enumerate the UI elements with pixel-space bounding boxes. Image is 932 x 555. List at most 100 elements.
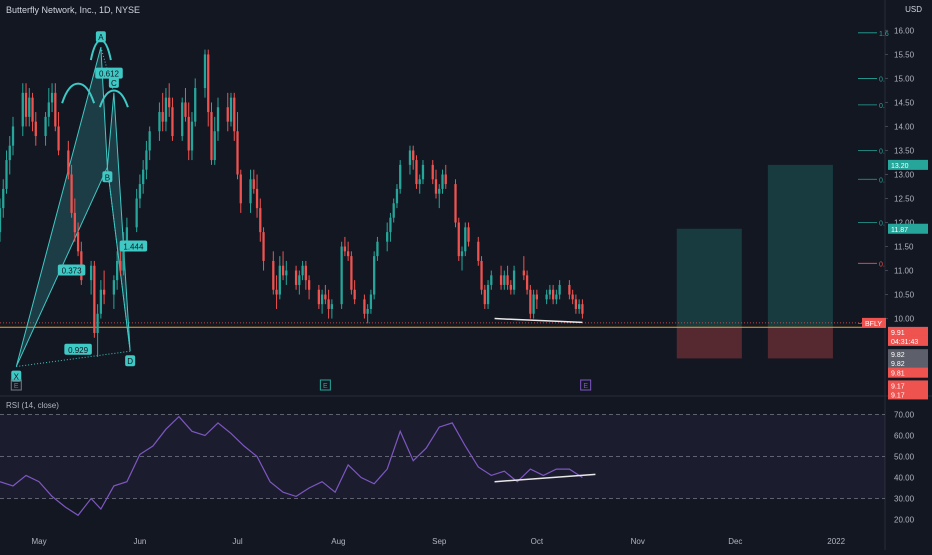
candle-body xyxy=(285,270,288,276)
rsi-indicator-label[interactable]: RSI (14, close) xyxy=(6,401,59,410)
candle-body xyxy=(57,126,60,151)
price-tick-label: 11.50 xyxy=(894,243,914,252)
price-tick-label: 10.00 xyxy=(894,315,915,324)
price-tick-label: 13.50 xyxy=(894,146,915,155)
candle-body xyxy=(135,198,138,228)
candle-body xyxy=(73,212,76,233)
price-label-box xyxy=(888,223,928,234)
candle-body xyxy=(330,304,334,309)
candle-body xyxy=(503,275,506,285)
rsi-tick-label: 30.00 xyxy=(894,495,915,504)
pattern-label-box xyxy=(102,171,113,183)
price-tick-label: 16.00 xyxy=(894,26,915,35)
candle-body xyxy=(239,174,242,204)
candle-body xyxy=(545,294,548,300)
price-support-trendline xyxy=(494,317,583,324)
candle-body xyxy=(522,270,525,276)
candle-body xyxy=(568,284,571,295)
x-tick-label: Nov xyxy=(631,537,645,546)
candle-body xyxy=(340,246,343,305)
candle-body xyxy=(483,289,486,305)
candle-body xyxy=(96,313,99,333)
candle-body xyxy=(480,260,483,290)
candle-body xyxy=(307,280,311,290)
rsi-tick-label: 40.00 xyxy=(894,474,915,483)
candle-body xyxy=(210,112,213,161)
rsi-line xyxy=(0,415,583,517)
candle-body xyxy=(399,164,402,189)
x-tick-label: Jun xyxy=(133,537,146,546)
candle-body xyxy=(181,102,184,137)
candle-body xyxy=(2,188,5,209)
pattern-label: 0.373 xyxy=(62,267,83,276)
price-tick-label: 13.00 xyxy=(894,170,915,179)
candle-body xyxy=(213,131,216,161)
pattern-label-box xyxy=(119,240,148,252)
earnings-marker xyxy=(10,379,22,391)
pattern-label-box xyxy=(11,370,22,382)
candle-body xyxy=(441,174,444,189)
candle-body xyxy=(148,131,151,151)
candle-body xyxy=(190,121,194,151)
candle-body xyxy=(34,121,37,137)
fib-level-label: 1.6 xyxy=(879,31,889,38)
price-label-text: 9.82 xyxy=(891,352,905,359)
position-stop-zone xyxy=(767,327,833,359)
price-tick-label: 11.00 xyxy=(894,267,914,276)
candle-body xyxy=(512,270,516,290)
position-target-zone xyxy=(767,164,833,328)
rsi-tick-label: 70.00 xyxy=(894,411,915,420)
candle-body xyxy=(54,92,57,127)
candle-body xyxy=(255,188,259,209)
price-tick-label: 14.00 xyxy=(894,122,915,131)
candle-body xyxy=(347,251,350,257)
candle-body xyxy=(317,289,320,305)
x-tick-label: 2022 xyxy=(827,537,845,546)
candle-body xyxy=(578,304,581,309)
candle-body xyxy=(281,265,285,276)
candle-body xyxy=(324,294,327,300)
candle-body xyxy=(67,150,70,175)
candle-body xyxy=(343,246,347,252)
x-tick-label: Oct xyxy=(531,537,544,546)
x-tick-label: Jul xyxy=(232,537,242,546)
candle-body xyxy=(194,88,197,122)
pattern-label: 1.444 xyxy=(123,243,144,252)
candle-body xyxy=(262,232,265,261)
candle-body xyxy=(444,174,447,185)
symbol-title[interactable]: Butterfly Network, Inc., 1D, NYSE xyxy=(6,5,141,15)
price-label-box xyxy=(862,317,886,328)
price-tick-label: 12.00 xyxy=(894,219,915,228)
candle-body xyxy=(161,112,164,122)
candle-body xyxy=(415,160,418,185)
candle-body xyxy=(392,203,395,218)
candle-body xyxy=(460,251,464,257)
price-label-box xyxy=(888,349,928,360)
candle-body xyxy=(454,184,457,223)
candle-body xyxy=(301,265,304,276)
price-label-text: 11.87 xyxy=(891,227,908,234)
pattern-label: B xyxy=(105,173,110,182)
earnings-marker xyxy=(580,379,592,391)
candle-body xyxy=(535,294,538,300)
candle-body xyxy=(532,294,535,314)
candle-body xyxy=(373,256,376,295)
candle-body xyxy=(24,92,28,117)
candle-body xyxy=(122,241,125,271)
candle-body xyxy=(272,260,275,290)
candle-body xyxy=(304,265,307,281)
candle-body xyxy=(0,208,2,233)
pattern-label-box xyxy=(95,31,106,43)
candle-body xyxy=(574,299,578,309)
candle-body xyxy=(102,289,106,295)
candle-body xyxy=(70,174,73,213)
pattern-label-box xyxy=(108,76,119,88)
price-label-box xyxy=(888,335,928,346)
candle-body xyxy=(294,270,298,285)
candle-body xyxy=(395,188,399,204)
candle-body xyxy=(525,275,529,290)
fib-level-label: 0. xyxy=(879,148,885,155)
left-shoulder-arc xyxy=(61,82,96,104)
